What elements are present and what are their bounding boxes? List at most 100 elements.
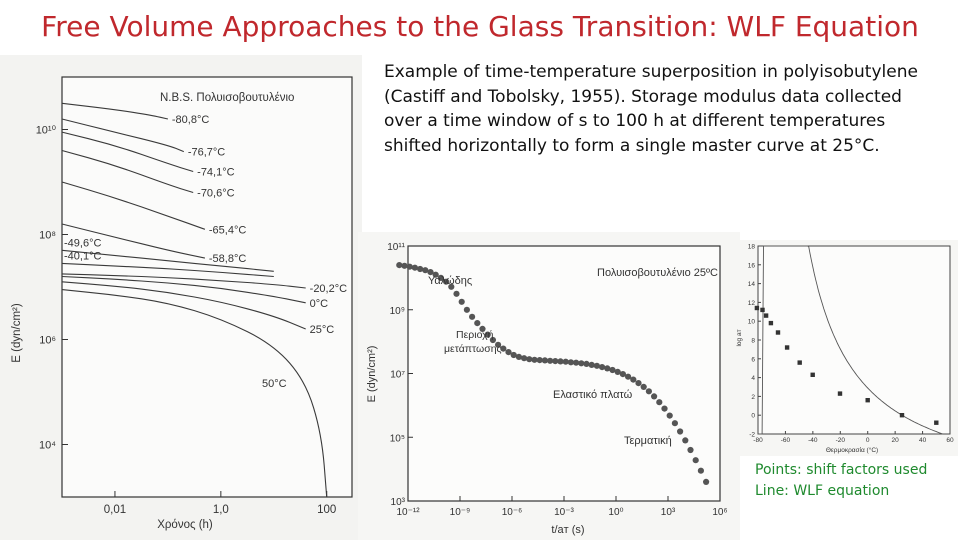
chart2-annotation-transition: Περιοχή — [456, 329, 494, 341]
chart1-series-line — [61, 262, 274, 278]
chart2-data-point — [583, 360, 590, 367]
chart2-x-tick-label: 10⁻³ — [554, 507, 574, 518]
chart3-x-tick-label: 60 — [946, 437, 954, 444]
chart1-x-tick-label: 0,01 — [104, 504, 126, 516]
chart2-data-point — [396, 262, 403, 269]
chart2-x-tick-label: 10⁻¹² — [396, 507, 420, 518]
chart2-y-tick-label: 10⁹ — [390, 306, 405, 317]
chart1-y-tick-label: 10⁴ — [39, 440, 56, 452]
chart2-y-tick-label: 10¹¹ — [387, 242, 405, 253]
chart2-x-tick-label: 10⁻⁶ — [502, 507, 523, 518]
chart2-data-point — [562, 358, 569, 365]
chart3-x-tick-label: -60 — [781, 437, 791, 444]
chart1-y-tick-label: 10⁸ — [39, 230, 56, 242]
note-line: Line: WLF equation — [755, 483, 890, 499]
chart1-series-line — [61, 118, 185, 153]
chart2-x-tick-label: 10³ — [661, 507, 676, 518]
relaxation-curves-chart: 0,01 1,0 100 10¹⁰ 10⁸ 10⁶ 10⁴ -80,8°C -76,7°C -7… — [0, 55, 362, 540]
chart2-data-point — [630, 376, 637, 383]
chart2-data-point — [427, 269, 434, 276]
chart2-data-point — [578, 360, 585, 367]
chart3-data-point — [865, 398, 870, 403]
chart1-series-label: 25°C — [310, 324, 335, 336]
chart2-data-point — [474, 320, 481, 327]
master-curve-chart: 10⁻¹² 10⁻⁹ 10⁻⁶ 10⁻³ 10⁰ 10³ 10⁶ 10¹¹ 10⁹ 10⁷ 10⁵ 1… — [358, 232, 740, 540]
chart2-y-axis-label: E (dyn/cm²) — [366, 346, 378, 403]
legend-note: Points: shift factors used Line: WLF equ… — [755, 460, 927, 502]
chart2-data-point — [489, 336, 496, 344]
chart2-x-tick-label: 10⁰ — [608, 507, 623, 518]
chart2-data-point — [593, 362, 600, 369]
chart1-series-line — [61, 289, 328, 498]
chart2-x-tick-label: 10⁶ — [712, 507, 727, 518]
chart2-y-tick-label: 10⁷ — [390, 370, 405, 381]
chart3-x-axis-label: Θερμοκρασία (°C) — [826, 446, 878, 454]
chart2-data-point — [671, 420, 678, 427]
chart1-series-label: 50°C — [262, 378, 287, 390]
chart2-data-point — [448, 283, 455, 290]
chart3-x-tick-label: 0 — [866, 437, 870, 444]
chart1-series-line — [61, 275, 306, 304]
chart1-y-tick-label: 10¹⁰ — [36, 125, 57, 137]
chart2-data-point — [625, 373, 632, 380]
chart1-y-tick-label: 10⁶ — [39, 335, 56, 347]
chart1-x-tick-label: 100 — [317, 504, 336, 516]
chart2-data-point — [411, 264, 418, 271]
chart2-data-point — [661, 405, 668, 412]
chart1-series-label: -58,8°C — [209, 253, 246, 265]
chart3-y-tick-label: 18 — [748, 244, 756, 251]
chart2-data-point — [531, 356, 538, 363]
chart3-x-tick-label: -40 — [808, 437, 818, 444]
chart3-y-tick-label: 10 — [748, 319, 756, 326]
chart1-x-axis-label: Χρόνος (h) — [157, 519, 213, 531]
chart3-data-point — [768, 320, 774, 326]
slide-description: Example of time-temperature superpositio… — [384, 62, 918, 156]
chart2-annotation-transition-2: μετάπτωσης — [444, 343, 502, 355]
chart2-data-point — [541, 357, 548, 364]
chart2-data-point — [573, 359, 580, 366]
chart1-series-line — [61, 249, 274, 272]
chart2-data-point — [469, 313, 476, 320]
chart2-data-point — [401, 262, 408, 269]
chart2-y-tick-label: 10³ — [391, 497, 406, 508]
chart2-data-point — [495, 341, 502, 348]
chart1-series-label: -74,1°C — [197, 167, 234, 179]
chart3-data-point — [754, 305, 760, 311]
chart2-data-point — [479, 325, 486, 332]
chart2-data-point — [500, 345, 507, 352]
chart2-y-tick-label: 10⁵ — [390, 433, 405, 444]
chart1-series-label: -65,4°C — [209, 224, 246, 236]
chart2-title: Πολυισοβουτυλένιο 25ºC — [597, 267, 718, 279]
chart3-data-point — [784, 345, 790, 350]
chart2-plot-area — [407, 245, 721, 502]
chart2-data-point — [588, 361, 595, 368]
chart3-x-tick-label: 40 — [919, 437, 927, 444]
chart3-x-tick-label: 20 — [892, 437, 900, 444]
chart2-data-point — [552, 358, 559, 365]
chart3-y-axis-label: log aᴛ — [736, 329, 743, 346]
chart2-data-point — [682, 437, 689, 444]
chart2-data-point — [687, 446, 694, 454]
chart2-data-point — [703, 478, 710, 485]
chart2-data-point — [526, 356, 533, 363]
chart3-data-point — [810, 372, 815, 377]
chart3-y-tick-label: 12 — [748, 300, 756, 307]
chart2-data-point — [635, 380, 642, 387]
chart3-data-point — [837, 391, 843, 396]
chart1-series-line — [61, 131, 194, 173]
chart2-annotation-terminal: Τερματική — [624, 435, 672, 447]
chart2-data-point — [437, 274, 444, 281]
chart2-data-point — [505, 349, 512, 356]
chart2-data-point — [645, 388, 652, 395]
chart2-annotation-glassy: Υαλώδης — [428, 275, 472, 287]
chart2-data-point — [666, 412, 673, 419]
chart3-data-point — [763, 313, 769, 318]
chart1-series-label: -49,6°C — [64, 237, 101, 249]
chart3-y-tick-label: 16 — [748, 262, 756, 269]
chart2-data-point — [463, 306, 470, 313]
chart1-title: N.B.S. Πολυισοβουτυλένιο — [160, 92, 294, 104]
chart3-y-tick-label: 8 — [751, 338, 755, 345]
chart2-data-point — [417, 265, 424, 273]
chart3-y-tick-label: 0 — [751, 413, 755, 420]
chart3-data-point — [775, 330, 781, 335]
